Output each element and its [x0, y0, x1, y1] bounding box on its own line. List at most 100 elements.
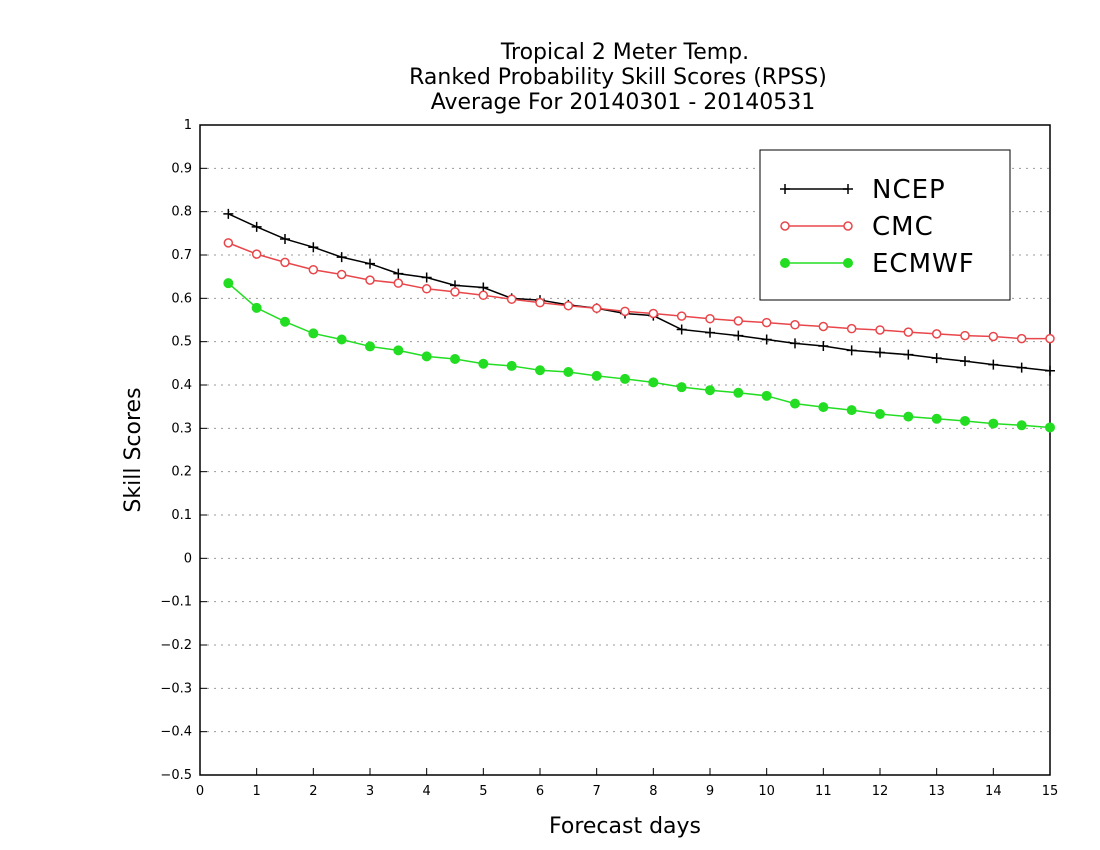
- data-point-ecmwf: [931, 413, 942, 424]
- chart-title: Tropical 2 Meter Temp. Ranked Probabilit…: [409, 40, 827, 115]
- data-point-cmc: [761, 317, 772, 328]
- data-point-cmc: [705, 313, 715, 324]
- y-tick-label: 0.9: [171, 161, 192, 176]
- data-point-ecmwf: [535, 365, 545, 376]
- data-point-ncep: [1045, 365, 1055, 376]
- data-point-ecmwf: [875, 409, 885, 420]
- data-point-ecmwf: [591, 370, 602, 381]
- data-point-cmc: [1045, 333, 1055, 344]
- plot-frame: [199, 124, 1051, 776]
- legend-marker-cmc: [780, 221, 790, 231]
- data-point-cmc: [506, 294, 517, 304]
- x-tick-labels: 0 1 2 3 4 5 6 7 8 9 10 11 12 13 14 15: [196, 784, 1058, 799]
- title-line-2: Ranked Probability Skill Scores (RPSS): [409, 65, 827, 90]
- y-axis-title: Skill Scores: [121, 387, 146, 512]
- legend-box: [759, 149, 1011, 301]
- data-point-cmc: [450, 287, 460, 297]
- y-tick-label: 0.4: [171, 378, 192, 393]
- legend: NCEP CMC ECMWF: [759, 149, 1011, 301]
- legend-marker-ncep: [843, 184, 853, 194]
- legend-item-ncep: NCEP: [780, 175, 946, 205]
- legend-marker-ncep: [780, 184, 790, 194]
- title-line-1: Tropical 2 Meter Temp.: [500, 40, 749, 65]
- x-tick-label: 9: [706, 784, 714, 799]
- data-point-ncep: [931, 353, 942, 364]
- series-line-ecmwf: [227, 282, 1051, 429]
- x-tick-label: 14: [985, 784, 1002, 799]
- data-point-cmc: [365, 275, 375, 285]
- legend-item-cmc: CMC: [780, 212, 934, 242]
- y-tick-label: 0: [184, 551, 192, 566]
- data-point-ecmwf: [336, 334, 347, 345]
- data-point-cmc: [308, 264, 319, 275]
- data-point-cmc: [336, 269, 347, 280]
- data-point-ecmwf: [450, 354, 460, 364]
- data-point-cmc: [223, 238, 234, 248]
- data-point-ncep: [705, 327, 715, 338]
- x-tick-label: 8: [649, 784, 657, 799]
- data-point-cmc: [251, 249, 262, 259]
- legend-marker-cmc: [843, 221, 853, 231]
- data-point-ecmwf: [563, 367, 574, 377]
- data-point-cmc: [1016, 333, 1027, 344]
- data-point-cmc: [846, 323, 857, 334]
- data-point-cmc: [648, 308, 659, 319]
- data-point-ecmwf: [818, 402, 829, 413]
- data-point-ncep: [818, 341, 829, 351]
- x-tick-label: 15: [1042, 784, 1059, 799]
- data-point-ncep: [903, 349, 914, 360]
- data-point-ncep: [761, 334, 772, 345]
- data-point-ecmwf: [733, 387, 744, 398]
- data-point-ecmwf: [988, 418, 999, 429]
- data-point-ecmwf: [676, 382, 687, 393]
- y-tick-label: 1: [184, 118, 192, 133]
- data-point-ecmwf: [705, 385, 715, 396]
- data-point-cmc: [421, 284, 432, 294]
- series-lines: [223, 208, 1055, 433]
- x-tick-label: 10: [758, 784, 775, 799]
- data-point-cmc: [818, 321, 829, 332]
- data-point-cmc: [988, 331, 999, 342]
- data-point-ncep: [733, 330, 744, 341]
- data-point-cmc: [535, 297, 545, 308]
- title-line-3: Average For 20140301 - 20140531: [431, 90, 816, 115]
- data-point-ecmwf: [761, 390, 772, 401]
- y-tick-label: 0.5: [171, 335, 192, 350]
- series-ecmwf: [223, 278, 1055, 433]
- data-point-cmc: [931, 329, 942, 339]
- data-point-ecmwf: [478, 358, 489, 369]
- data-point-ncep: [393, 268, 404, 279]
- legend-items: NCEP CMC ECMWF: [780, 175, 974, 279]
- y-tick-label: 0.7: [171, 248, 192, 263]
- y-tick-label: −0.3: [160, 681, 192, 696]
- y-tick-label: 0.8: [171, 205, 192, 220]
- data-point-ecmwf: [648, 377, 659, 388]
- x-tick-label: 1: [253, 784, 261, 799]
- data-point-ecmwf: [790, 398, 800, 409]
- data-point-cmc: [790, 320, 800, 330]
- data-point-cmc: [280, 257, 290, 268]
- data-point-ecmwf: [960, 415, 970, 426]
- legend-label-cmc: CMC: [872, 212, 934, 242]
- axis-ticks: [199, 124, 1051, 776]
- x-axis-title: Forecast days: [549, 814, 701, 839]
- data-point-ncep: [223, 208, 234, 219]
- data-point-ncep: [790, 338, 800, 349]
- data-point-ncep: [365, 258, 375, 269]
- legend-label-ncep: NCEP: [872, 175, 946, 205]
- legend-marker-ecmwf: [780, 258, 790, 268]
- legend-marker-ecmwf: [843, 258, 853, 268]
- y-tick-label: 0.2: [171, 465, 192, 480]
- x-tick-label: 2: [309, 784, 317, 799]
- data-point-ecmwf: [223, 278, 234, 289]
- data-point-ecmwf: [393, 345, 404, 356]
- data-point-cmc: [563, 300, 574, 311]
- data-point-ecmwf: [365, 341, 375, 352]
- x-tick-label: 0: [196, 784, 204, 799]
- x-tick-label: 7: [593, 784, 601, 799]
- data-point-ecmwf: [421, 351, 432, 362]
- series-cmc: [223, 238, 1055, 344]
- data-point-cmc: [676, 311, 687, 321]
- x-tick-label: 5: [479, 784, 487, 799]
- data-point-cmc: [620, 306, 630, 317]
